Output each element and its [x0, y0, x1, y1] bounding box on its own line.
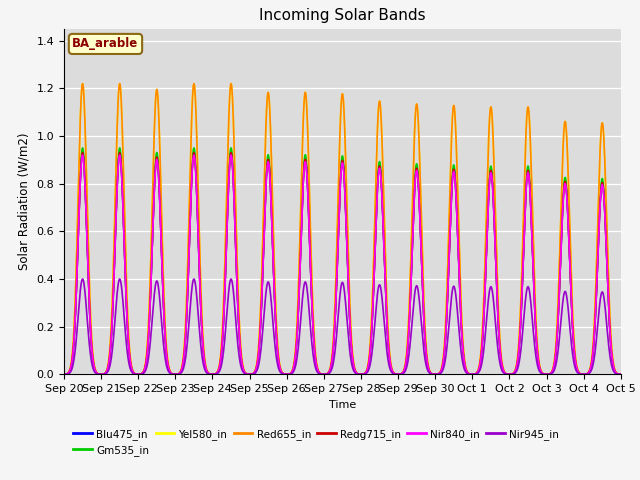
Yel580_in [157, 179, 164, 184]
Line: Nir840_in: Nir840_in [64, 155, 621, 374]
Blu475_in [60, 372, 68, 377]
Gm535_in [298, 209, 306, 215]
Red655_in [606, 317, 614, 323]
Gm535_in [546, 371, 554, 377]
Gm535_in [617, 372, 625, 377]
Yel580_in [546, 371, 554, 376]
Nir945_in [79, 276, 86, 282]
Nir840_in [546, 371, 554, 377]
Legend: Blu475_in, Gm535_in, Yel580_in, Red655_in, Redg715_in, Nir840_in, Nir945_in: Blu475_in, Gm535_in, Yel580_in, Red655_i… [69, 424, 563, 460]
Yel580_in [298, 162, 306, 168]
Nir945_in [274, 362, 282, 368]
Redg715_in [546, 371, 554, 377]
Redg715_in [617, 372, 625, 377]
Line: Gm535_in: Gm535_in [64, 148, 621, 374]
Y-axis label: Solar Radiation (W/m2): Solar Radiation (W/m2) [18, 133, 31, 270]
Blu475_in [606, 330, 614, 336]
Yel580_in [606, 317, 614, 323]
Nir840_in [124, 328, 132, 334]
Red655_in [157, 179, 164, 184]
Nir840_in [274, 350, 282, 356]
Text: BA_arable: BA_arable [72, 37, 139, 50]
Gm535_in [157, 221, 164, 227]
Nir945_in [157, 308, 164, 314]
X-axis label: Time: Time [329, 400, 356, 409]
Red655_in [79, 81, 86, 86]
Yel580_in [617, 372, 625, 377]
Redg715_in [274, 350, 282, 356]
Nir945_in [124, 352, 132, 358]
Gm535_in [124, 326, 132, 332]
Redg715_in [298, 212, 306, 218]
Nir840_in [298, 214, 306, 220]
Blu475_in [274, 350, 282, 356]
Blu475_in [124, 327, 132, 333]
Nir840_in [606, 330, 614, 336]
Red655_in [298, 162, 306, 168]
Nir945_in [546, 371, 554, 377]
Nir840_in [60, 372, 68, 377]
Line: Yel580_in: Yel580_in [64, 84, 621, 374]
Blu475_in [79, 150, 86, 156]
Red655_in [60, 372, 68, 377]
Nir840_in [617, 372, 625, 377]
Yel580_in [79, 81, 86, 86]
Redg715_in [157, 224, 164, 230]
Redg715_in [79, 150, 86, 156]
Blu475_in [546, 371, 554, 377]
Blu475_in [298, 212, 306, 218]
Gm535_in [274, 349, 282, 355]
Line: Redg715_in: Redg715_in [64, 153, 621, 374]
Yel580_in [124, 313, 132, 319]
Redg715_in [124, 327, 132, 333]
Redg715_in [60, 372, 68, 377]
Gm535_in [79, 145, 86, 151]
Line: Blu475_in: Blu475_in [64, 153, 621, 374]
Red655_in [274, 343, 282, 349]
Gm535_in [60, 372, 68, 377]
Red655_in [546, 371, 554, 376]
Nir945_in [606, 354, 614, 360]
Line: Nir945_in: Nir945_in [64, 279, 621, 374]
Redg715_in [606, 330, 614, 336]
Gm535_in [606, 329, 614, 335]
Title: Incoming Solar Bands: Incoming Solar Bands [259, 9, 426, 24]
Red655_in [617, 372, 625, 377]
Yel580_in [60, 372, 68, 377]
Red655_in [124, 313, 132, 319]
Yel580_in [274, 343, 282, 349]
Nir945_in [617, 372, 625, 377]
Line: Red655_in: Red655_in [64, 84, 621, 374]
Nir840_in [157, 226, 164, 232]
Nir840_in [79, 152, 86, 158]
Nir945_in [60, 372, 68, 377]
Nir945_in [298, 303, 306, 309]
Blu475_in [617, 372, 625, 377]
Blu475_in [157, 224, 164, 230]
